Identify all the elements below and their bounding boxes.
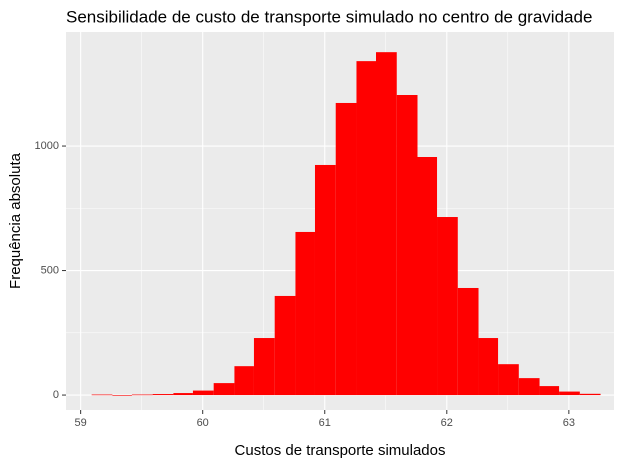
histogram-bar xyxy=(152,394,174,396)
chart-title: Sensibilidade de custo de transporte sim… xyxy=(66,7,592,26)
histogram-bar xyxy=(356,61,377,396)
histogram-bar xyxy=(295,231,315,396)
histogram-bar xyxy=(335,102,357,396)
histogram-bar xyxy=(539,386,560,396)
histogram-bar xyxy=(314,164,336,396)
histogram-bar xyxy=(478,338,499,396)
histogram-bar xyxy=(457,287,479,396)
histogram-bar xyxy=(192,390,214,396)
x-tick-label: 60 xyxy=(197,417,209,429)
y-axis-title: Frequência absoluta xyxy=(7,152,24,289)
histogram-bar xyxy=(559,391,580,396)
y-tick-label: 500 xyxy=(41,264,59,276)
x-axis-title: Custos de transporte simulados xyxy=(235,442,446,459)
histogram-bar xyxy=(417,157,438,396)
histogram-bar xyxy=(213,383,235,396)
histogram-bar xyxy=(131,394,153,396)
histogram-bar xyxy=(253,338,275,396)
y-tick-label: 1000 xyxy=(35,140,59,152)
histogram-bar xyxy=(376,52,397,396)
histogram-bar xyxy=(234,366,254,396)
y-tick-label: 0 xyxy=(53,389,59,401)
histogram-bar xyxy=(498,364,519,396)
histogram-bar xyxy=(437,217,458,396)
histogram-bar xyxy=(274,295,296,396)
x-tick-label: 61 xyxy=(319,417,331,429)
histogram-bar xyxy=(173,393,193,396)
x-tick-label: 63 xyxy=(563,417,575,429)
x-tick-label: 59 xyxy=(75,417,87,429)
histogram-bar xyxy=(91,394,113,396)
histogram-bar xyxy=(579,393,601,396)
x-tick-label: 62 xyxy=(441,417,453,429)
histogram-bar xyxy=(518,378,540,396)
histogram-bar xyxy=(112,395,132,396)
histogram-bar xyxy=(396,95,418,396)
